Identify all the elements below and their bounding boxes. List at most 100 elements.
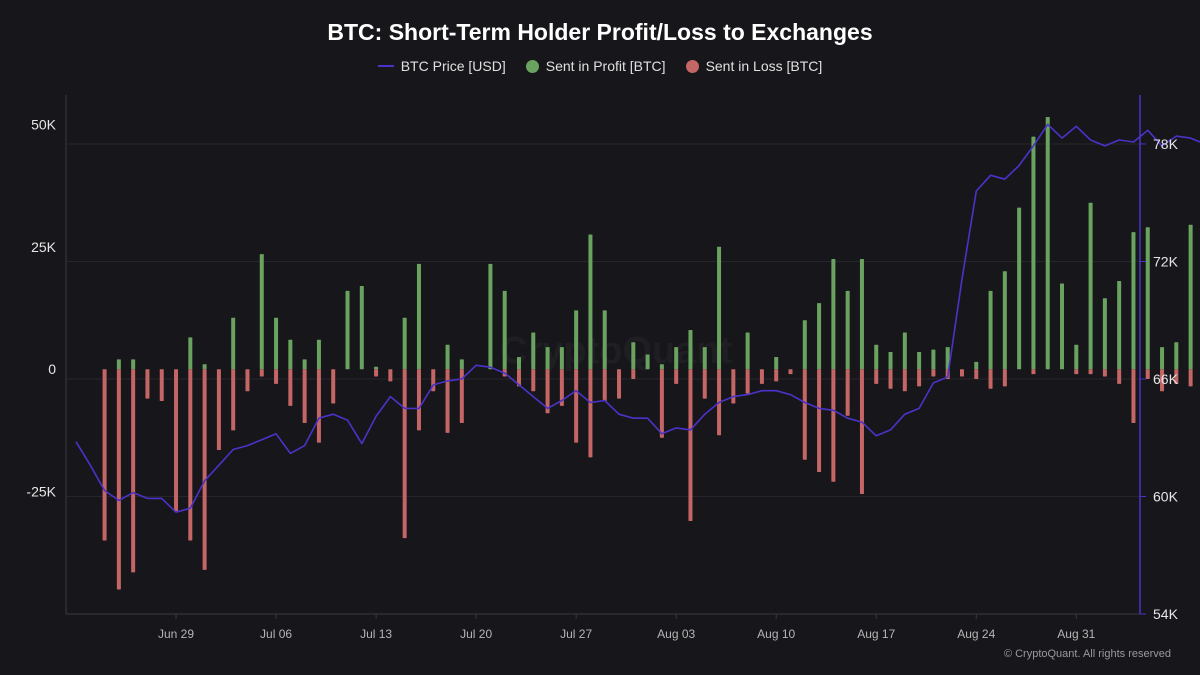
loss-bar xyxy=(159,369,164,402)
profit-bar xyxy=(888,352,893,370)
loss-bar xyxy=(988,369,993,389)
loss-bar xyxy=(931,369,936,377)
price-line-layer xyxy=(75,123,1200,514)
loss-bar xyxy=(416,369,421,431)
profit-bar xyxy=(1002,271,1007,370)
x-tick-label: Aug 17 xyxy=(857,627,895,641)
y-right-tick-label: 78K xyxy=(1153,136,1179,152)
price-line xyxy=(75,123,1200,514)
legend-dot-swatch xyxy=(525,59,539,73)
profit-bar xyxy=(702,347,707,370)
profit-bar xyxy=(345,290,350,370)
profit-bar xyxy=(416,263,421,370)
loss-bar xyxy=(959,369,964,377)
profit-bar xyxy=(445,344,450,370)
loss-bar xyxy=(974,369,979,379)
loss-bar xyxy=(759,369,764,384)
profit-bar xyxy=(316,339,321,370)
profit-bar xyxy=(488,263,493,370)
loss-bar xyxy=(288,369,293,406)
loss-bar xyxy=(602,369,607,402)
profit-bar xyxy=(531,332,536,370)
x-tick-label: Aug 24 xyxy=(957,627,995,641)
loss-bar xyxy=(788,369,793,375)
profit-bar xyxy=(659,364,664,370)
loss-bar xyxy=(202,369,207,570)
loss-bar xyxy=(831,369,836,482)
loss-bar xyxy=(1102,369,1107,377)
loss-bar xyxy=(774,369,779,382)
legend-item-profit[interactable]: Sent in Profit [BTC] xyxy=(525,58,666,74)
profit-bar xyxy=(1031,136,1036,370)
loss-bar xyxy=(1117,369,1122,384)
legend-label-profit: Sent in Profit [BTC] xyxy=(545,58,666,74)
profit-bar xyxy=(131,359,136,370)
x-tick-label: Jul 06 xyxy=(260,627,292,641)
profit-bar xyxy=(1145,227,1150,370)
loss-bar xyxy=(631,369,636,379)
profit-bar xyxy=(645,354,650,370)
loss-bar xyxy=(545,369,550,414)
loss-bar xyxy=(674,369,679,384)
loss-bar xyxy=(516,369,521,387)
y-left-tick-label: 25K xyxy=(31,239,57,255)
x-tick-label: Jul 13 xyxy=(360,627,392,641)
loss-bar xyxy=(388,369,393,382)
profit-bar xyxy=(1188,224,1193,370)
loss-bar xyxy=(1074,369,1079,375)
loss-bar xyxy=(131,369,136,573)
loss-bar xyxy=(1002,369,1007,387)
x-tick-label: Jul 20 xyxy=(460,627,492,641)
bar-layer xyxy=(102,117,1193,590)
profit-bar xyxy=(202,364,207,370)
profit-bar xyxy=(231,317,236,370)
legend-label-price: BTC Price [USD] xyxy=(400,58,506,74)
profit-bar xyxy=(988,290,993,370)
loss-bar xyxy=(574,369,579,443)
profit-bar xyxy=(516,356,521,370)
loss-bar xyxy=(331,369,336,404)
profit-bar xyxy=(845,290,850,370)
profit-bar xyxy=(574,310,579,370)
profit-bar xyxy=(1045,117,1050,370)
loss-bar xyxy=(659,369,664,438)
loss-bar xyxy=(845,369,850,416)
loss-bar xyxy=(859,369,864,495)
profit-bar xyxy=(902,332,907,370)
y-right-tick-label: 72K xyxy=(1153,253,1179,269)
profit-bar xyxy=(545,347,550,370)
legend-item-loss[interactable]: Sent in Loss [BTC] xyxy=(685,58,822,74)
profit-bar xyxy=(602,310,607,370)
x-tick-label: Aug 31 xyxy=(1057,627,1095,641)
profit-bar xyxy=(859,259,864,370)
loss-bar xyxy=(216,369,221,450)
profit-bar xyxy=(1131,232,1136,370)
loss-bar xyxy=(888,369,893,389)
profit-bar xyxy=(1102,298,1107,370)
y-left-tick-label: 0 xyxy=(48,361,56,377)
loss-bar xyxy=(116,369,121,590)
chart-title: BTC: Short-Term Holder Profit/Loss to Ex… xyxy=(327,19,873,45)
loss-bar xyxy=(174,369,179,512)
loss-bar xyxy=(802,369,807,460)
profit-bar xyxy=(974,361,979,370)
profit-bar xyxy=(359,285,364,370)
y-right-tick-label: 60K xyxy=(1153,488,1179,504)
y-right-tick-label: 54K xyxy=(1153,606,1179,622)
profit-bar xyxy=(274,317,279,370)
loss-bar xyxy=(245,369,250,392)
loss-bar xyxy=(688,369,693,521)
y-left-tick-label: -25K xyxy=(26,484,56,500)
loss-bar xyxy=(402,369,407,539)
y-right-tick-label: 66K xyxy=(1153,371,1179,387)
copyright-text: © CryptoQuant. All rights reserved xyxy=(1003,648,1171,660)
legend: BTC Price [USD] Sent in Profit [BTC] Sen… xyxy=(0,58,1200,74)
x-tick-label: Jun 29 xyxy=(158,627,194,641)
profit-bar xyxy=(774,356,779,370)
profit-bar xyxy=(1160,347,1165,370)
profit-bar xyxy=(931,349,936,370)
legend-item-price[interactable]: BTC Price [USD] xyxy=(377,58,506,74)
loss-bar xyxy=(702,369,707,399)
profit-bar xyxy=(874,344,879,370)
